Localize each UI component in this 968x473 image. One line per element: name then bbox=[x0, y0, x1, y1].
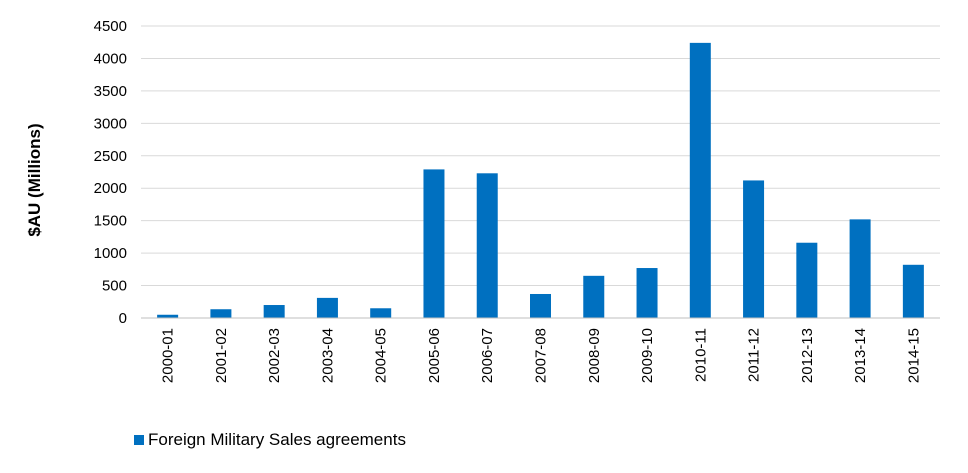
y-tick-label: 2500 bbox=[94, 148, 127, 165]
bar bbox=[636, 268, 658, 318]
y-tick-label: 0 bbox=[119, 310, 127, 327]
y-tick-label: 1500 bbox=[94, 213, 127, 230]
x-axis-ticks: 2000-01 2001-02 2002-03 2003-04 2004-05 2005-… bbox=[160, 328, 923, 383]
bar bbox=[157, 314, 179, 318]
x-tick-label: 2014-15 bbox=[905, 328, 922, 383]
y-tick-label: 2000 bbox=[94, 180, 127, 197]
bar bbox=[210, 309, 232, 318]
bar bbox=[316, 297, 338, 318]
x-tick-label: 2012-13 bbox=[799, 328, 816, 383]
x-tick-label: 2009-10 bbox=[639, 328, 656, 383]
bar bbox=[583, 275, 605, 318]
y-tick-label: 3500 bbox=[94, 83, 127, 100]
y-tick-label: 1000 bbox=[94, 245, 127, 262]
bar bbox=[902, 264, 924, 318]
x-tick-label: 2004-05 bbox=[373, 328, 390, 383]
y-tick-label: 500 bbox=[102, 278, 127, 295]
gridlines bbox=[141, 25, 940, 287]
y-tick-label: 4000 bbox=[94, 50, 127, 67]
y-axis-ticks: 0 500 1000 1500 2000 2500 3000 3500 4000 4500 bbox=[94, 18, 127, 327]
x-tick-label: 2006-07 bbox=[479, 328, 496, 383]
x-tick-label: 2007-08 bbox=[533, 328, 550, 383]
x-tick-label: 2000-01 bbox=[160, 328, 177, 383]
x-tick-label: 2003-04 bbox=[319, 328, 336, 383]
bar bbox=[370, 308, 392, 318]
bars bbox=[157, 42, 924, 318]
x-tick-label: 2005-06 bbox=[426, 328, 443, 383]
x-tick-label: 2013-14 bbox=[852, 328, 869, 383]
bar bbox=[530, 293, 551, 318]
bar bbox=[423, 169, 445, 318]
bar bbox=[743, 180, 765, 318]
bar bbox=[263, 305, 285, 318]
legend-label: Foreign Military Sales agreements bbox=[148, 430, 406, 449]
bar bbox=[796, 242, 818, 318]
x-tick-label: 2008-09 bbox=[586, 328, 603, 383]
legend: Foreign Military Sales agreements bbox=[134, 430, 406, 450]
bar bbox=[689, 42, 711, 318]
bar bbox=[849, 219, 871, 318]
bar bbox=[476, 173, 498, 318]
y-tick-label: 4500 bbox=[94, 18, 127, 35]
y-axis-title: $AU (Millions) bbox=[25, 123, 44, 236]
x-tick-label: 2001-02 bbox=[213, 328, 230, 383]
y-tick-label: 3000 bbox=[94, 115, 127, 132]
x-tick-label: 2002-03 bbox=[266, 328, 283, 383]
legend-swatch bbox=[134, 435, 144, 445]
x-tick-label: 2010-11 bbox=[692, 328, 709, 382]
x-tick-label: 2011-12 bbox=[746, 328, 763, 382]
